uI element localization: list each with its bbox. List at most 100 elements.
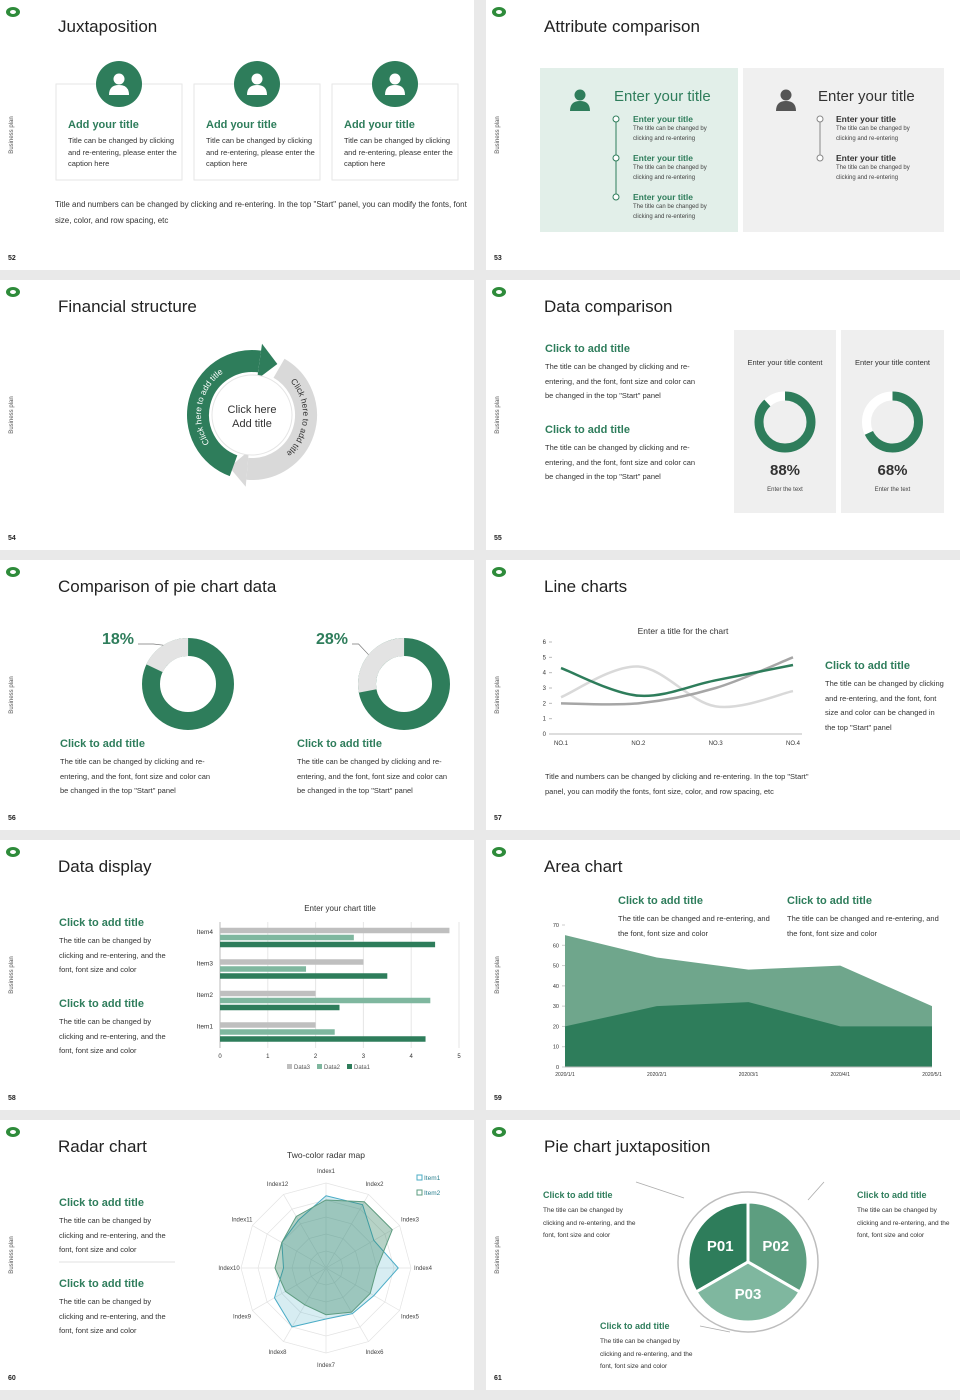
bar <box>220 990 316 997</box>
bar <box>220 927 450 934</box>
radar-spoke <box>252 1225 327 1269</box>
side-label: Business plan <box>9 116 15 154</box>
slide-title: Comparison of pie chart data <box>58 577 277 596</box>
connector <box>699 1325 731 1333</box>
category-label: Item4 <box>197 929 214 936</box>
donut-arc <box>754 391 816 453</box>
block-title: Click to add title <box>600 1321 670 1331</box>
logo <box>496 1130 502 1134</box>
note: Title and numbers can be changed by clic… <box>55 200 467 225</box>
bar <box>220 934 354 941</box>
block-title: Click to add title <box>618 895 703 907</box>
category-label: Index2 <box>365 1182 384 1188</box>
slide-graphics: Enter a title for the chart 0 1 2 3 4 5 6 NO.1 NO… <box>492 567 802 747</box>
slide-graphics <box>6 7 459 181</box>
category-label: Index10 <box>218 1266 240 1272</box>
pie-segment <box>693 1260 803 1324</box>
card-text: Title can be changed by clicking and re-… <box>344 136 453 168</box>
category-label: Index5 <box>401 1315 420 1321</box>
value-label: 18% <box>102 631 134 648</box>
block-text: The title can be changed by clicking and… <box>60 757 211 795</box>
block-title: Click to add title <box>59 998 144 1010</box>
bar <box>220 1004 340 1011</box>
block-text: The title can be changed and re-entering… <box>618 914 770 938</box>
block-title: Click to add title <box>59 917 144 929</box>
slide-graphics: Two-color radar map Index1 Index2 Index3 Ind… <box>6 1127 441 1369</box>
slide-number: 56 <box>8 815 16 822</box>
radar-spoke <box>325 1267 369 1342</box>
item-text: The title can be changed by clicking and… <box>633 165 707 181</box>
slide-number: 58 <box>8 1095 16 1102</box>
logo <box>496 290 502 294</box>
block-text: The title can be changed by clicking and… <box>825 679 944 732</box>
segment-label: P02 <box>762 1238 789 1255</box>
segment-label: P01 <box>707 1238 734 1255</box>
item-text: The title can be changed by clicking and… <box>836 165 910 181</box>
x-tick-label: NO.2 <box>631 741 646 747</box>
slide: Enter your title content 88% Enter the tex… <box>486 280 960 550</box>
logo <box>496 570 502 574</box>
block-title: Click to add title <box>545 424 630 436</box>
note: Title and numbers can be changed by clic… <box>545 772 809 796</box>
bar <box>220 966 307 972</box>
y-tick-label: 3 <box>543 686 547 692</box>
y-tick-label: 10 <box>553 1045 559 1051</box>
bar <box>220 973 388 979</box>
y-tick-label: 60 <box>553 943 559 949</box>
arrow-ring <box>246 358 317 480</box>
line <box>560 656 794 706</box>
icon <box>574 89 586 101</box>
category-label: Item3 <box>197 960 214 967</box>
slide: Two-color radar map Index1 Index2 Index3 Ind… <box>0 1120 474 1390</box>
category-label: Index7 <box>317 1363 336 1369</box>
legend-label: Data3 <box>294 1065 311 1071</box>
category-label: Item1 <box>197 1023 214 1030</box>
card-title: Add your title <box>344 119 415 131</box>
slide-graphics: 0 10 20 30 40 50 60 70 2020/1/1 2020/2/1 2020/3/1 2… <box>492 847 942 1078</box>
x-tick-label: 2020/2/1 <box>647 1072 667 1078</box>
block-text: The title can be changed by clicking and… <box>59 1216 166 1254</box>
slide-number: 59 <box>494 1095 502 1102</box>
logo <box>10 1130 16 1134</box>
y-tick-label: 30 <box>553 1004 559 1010</box>
slide: P01 P02 P03 Pie chart juxtaposition Business… <box>486 1120 960 1390</box>
y-tick-label: 50 <box>553 964 559 970</box>
block-text: The title can be changed by clicking and… <box>545 362 696 400</box>
panel <box>743 68 944 232</box>
legend-label: Item1 <box>424 1175 441 1182</box>
icon <box>247 85 267 95</box>
radar-spoke <box>325 1194 369 1269</box>
slide-graphics <box>492 7 944 232</box>
timeline-dot <box>612 193 620 201</box>
item-text: The title can be changed by clicking and… <box>836 126 910 142</box>
icon <box>776 101 796 111</box>
donut-heading: Enter your title content <box>855 358 931 367</box>
category-label: Index3 <box>401 1218 420 1224</box>
outer-ring <box>677 1191 819 1333</box>
connector <box>635 1181 685 1199</box>
slide: Enter your chart title 0 1 2 3 4 5 Item1 Item2 It… <box>0 840 474 1110</box>
segment-label: P03 <box>735 1286 762 1303</box>
chart-title: Enter a title for the chart <box>638 626 729 636</box>
radar-spoke <box>252 1267 327 1311</box>
logo <box>10 290 16 294</box>
slide-number: 54 <box>8 535 16 542</box>
panel <box>540 68 738 232</box>
x-tick-label: 2020/5/1 <box>922 1072 942 1078</box>
leader-line <box>352 643 369 655</box>
x-tick-label: 0 <box>218 1054 222 1060</box>
radar-area <box>274 1199 393 1316</box>
slide: 0 10 20 30 40 50 60 70 2020/1/1 2020/2/1 2020/3/1 2… <box>486 840 960 1110</box>
slide-number: 55 <box>494 535 502 542</box>
block-title: Click to add title <box>297 738 382 750</box>
card-text: Title can be changed by clicking and re-… <box>206 136 315 168</box>
x-tick-label: NO.3 <box>709 741 724 747</box>
logo <box>10 570 16 574</box>
slide-number: 60 <box>8 1375 16 1382</box>
slide: Click here Add title Click here to add tit… <box>0 280 474 550</box>
side-label: Business plan <box>495 1236 501 1274</box>
caption: Enter the text <box>875 487 911 493</box>
y-tick-label: 1 <box>543 717 547 723</box>
